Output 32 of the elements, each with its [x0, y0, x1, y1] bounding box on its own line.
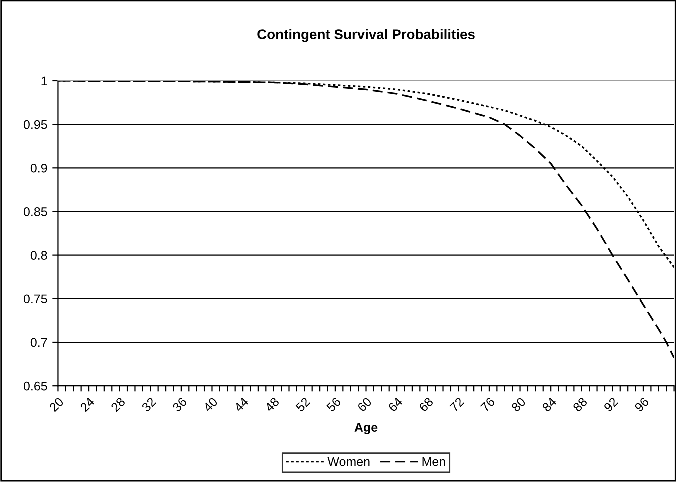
- x-tick-label: 68: [418, 397, 434, 412]
- x-tick-label: 92: [604, 397, 619, 412]
- x-tick-label: 80: [511, 397, 526, 412]
- x-tick-label: 44: [234, 397, 250, 413]
- x-tick-label: 76: [480, 397, 496, 412]
- x-tick-label: 96: [634, 397, 650, 412]
- y-tick-label: 1: [42, 76, 48, 86]
- y-tick-label: 0.9: [30, 164, 48, 173]
- x-tick-label: 64: [388, 396, 404, 412]
- x-tick-label: 48: [264, 397, 280, 413]
- x-tick-label: 20: [49, 397, 64, 412]
- y-tick-label: 0.85: [24, 208, 48, 216]
- x-tick-label: 56: [326, 397, 342, 412]
- x-tick-label: 84: [542, 396, 558, 412]
- x-tick-label: 52: [295, 397, 311, 412]
- x-tick-label: 88: [572, 397, 588, 412]
- chart-title: Contingent Survival Probabilities: [258, 29, 475, 42]
- x-tick-label: 36: [172, 397, 188, 412]
- x-tick-label: 72: [450, 397, 465, 412]
- x-tick-label: 28: [110, 397, 126, 412]
- x-tick-label: 40: [202, 397, 218, 413]
- legend-label: Men: [422, 458, 446, 466]
- y-tick-label: 0.75: [24, 294, 48, 304]
- y-tick-label: 0.95: [24, 120, 48, 130]
- legend-label: Women: [328, 458, 370, 466]
- x-axis-title: Age: [354, 423, 378, 435]
- y-tick-label: 0.7: [30, 338, 48, 348]
- x-tick-label: 24: [80, 396, 96, 412]
- x-tick-label: 32: [141, 397, 157, 412]
- y-tick-label: 0.8: [30, 251, 48, 260]
- y-tick-label: 0.65: [24, 382, 48, 391]
- x-tick-label: 60: [357, 397, 372, 412]
